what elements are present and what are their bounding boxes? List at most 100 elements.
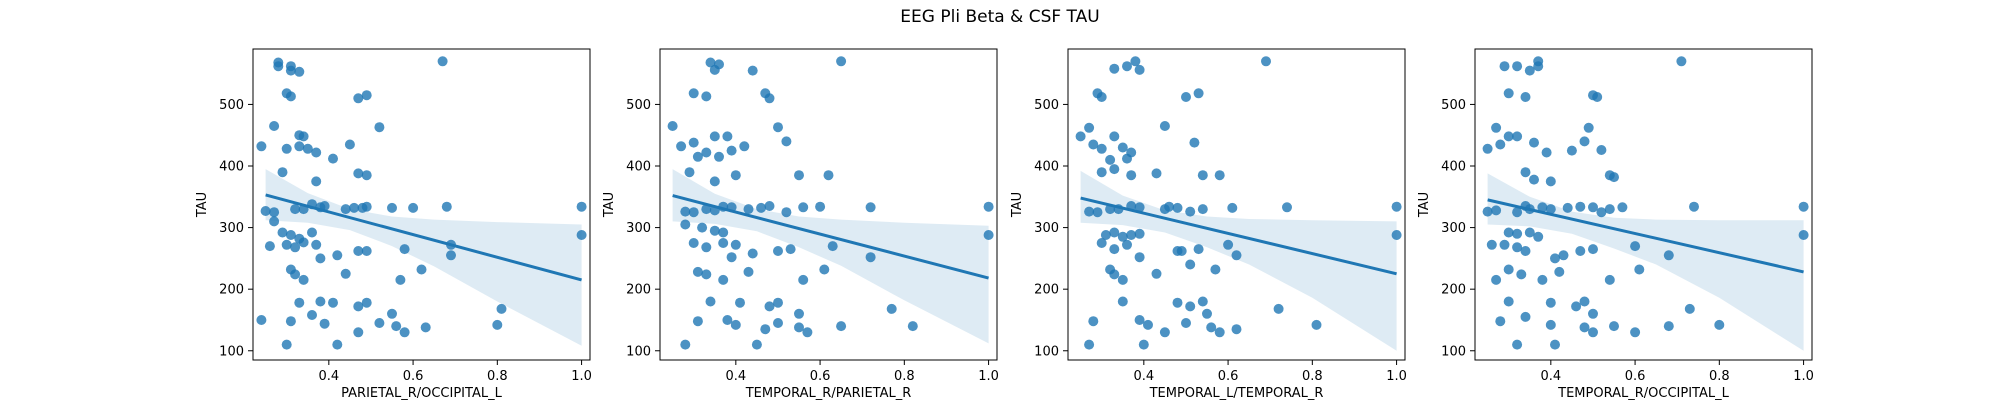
data-point-75 [1630, 327, 1641, 338]
data-point-25 [823, 170, 834, 181]
data-point-40 [1391, 201, 1402, 212]
data-point-66 [1579, 296, 1590, 307]
data-point-48 [1512, 242, 1523, 253]
x-tick-label: 0.8 [894, 369, 915, 384]
data-point-80 [1550, 339, 1560, 350]
y-tick-label: 500 [1034, 98, 1059, 113]
data-point-70 [1138, 339, 1149, 350]
data-point-68 [361, 297, 372, 308]
data-point-17 [294, 141, 305, 152]
data-point-52 [827, 241, 838, 252]
data-point-29 [701, 204, 712, 215]
data-point-55 [1798, 230, 1809, 240]
x-tick-label: 0.4 [318, 369, 339, 384]
data-point-46 [701, 242, 712, 253]
data-point-61 [819, 264, 830, 275]
data-point-48 [298, 237, 309, 248]
data-point-28 [1491, 205, 1502, 216]
y-tick-label: 200 [219, 283, 244, 298]
data-point-23 [353, 168, 364, 179]
data-point-2 [273, 61, 284, 72]
data-point-28 [1092, 207, 1103, 218]
data-point-44 [1524, 227, 1535, 238]
data-point-19 [1109, 164, 1120, 175]
data-point-12 [374, 122, 385, 133]
data-point-36 [1588, 202, 1598, 213]
x-tick-label: 0.8 [1709, 369, 1730, 384]
data-point-37 [387, 202, 397, 213]
panel-2: 0.4 0.6 0.8 1.0 100 200 300 400 500 TEMPORAL_R/PA… [602, 48, 999, 400]
data-point-62 [1634, 264, 1645, 275]
data-point-26 [1609, 172, 1619, 183]
data-point-14 [701, 147, 712, 158]
data-point-54 [399, 244, 410, 255]
data-point-47 [1122, 239, 1132, 250]
data-point-4 [285, 65, 296, 76]
data-point-32 [1537, 202, 1548, 213]
regression-line [1080, 196, 1397, 276]
data-point-5 [1533, 56, 1544, 67]
data-point-42 [1109, 227, 1120, 238]
data-point-63 [1503, 296, 1514, 307]
data-point-24 [1126, 170, 1137, 181]
data-point-63 [735, 297, 745, 308]
data-point-8 [285, 91, 296, 102]
data-point-14 [281, 143, 292, 154]
data-point-71 [285, 316, 296, 327]
data-point-42 [1503, 227, 1514, 238]
data-point-44 [1126, 230, 1137, 240]
data-point-58 [726, 252, 737, 263]
data-point-50 [773, 246, 783, 256]
data-point-1 [1109, 63, 1120, 74]
data-point-33 [1545, 204, 1556, 215]
data-point-53 [1231, 250, 1242, 261]
data-point-79 [1512, 339, 1523, 350]
data-point-40 [1689, 201, 1699, 212]
data-point-19 [1566, 145, 1577, 156]
data-point-73 [802, 327, 813, 338]
data-point-3 [714, 59, 724, 70]
data-point-50 [1176, 246, 1187, 256]
data-point-53 [361, 246, 372, 256]
plot-frame [252, 48, 591, 361]
data-point-77 [1311, 319, 1322, 330]
data-point-57 [1117, 274, 1128, 285]
data-point-70 [1520, 311, 1531, 322]
data-point-46 [281, 239, 292, 250]
plot-frame [659, 48, 998, 361]
y-tick-label: 500 [219, 98, 244, 113]
data-point-52 [1588, 244, 1598, 255]
regression-line [672, 194, 989, 280]
data-point-51 [785, 244, 796, 255]
data-point-34 [1562, 202, 1573, 213]
y-tick-label: 200 [1441, 283, 1466, 298]
data-point-68 [722, 315, 733, 325]
data-point-20 [739, 141, 750, 152]
data-point-40 [576, 201, 587, 212]
data-point-41 [680, 219, 691, 230]
data-point-20 [328, 153, 338, 164]
data-point-65 [1571, 301, 1582, 312]
data-point-43 [1117, 231, 1128, 242]
data-point-69 [1495, 316, 1506, 327]
data-point-22 [1520, 167, 1531, 178]
data-point-7 [701, 91, 712, 102]
panel-4: 0.4 0.6 0.8 1.0 100 200 300 400 500 TEMPORAL_R/OC… [1417, 48, 1814, 400]
data-point-80 [496, 303, 507, 314]
data-point-5 [1261, 56, 1271, 67]
x-tick-label: 0.4 [1540, 369, 1561, 384]
y-tick-label: 200 [626, 283, 651, 298]
data-point-75 [886, 303, 897, 314]
data-point-34 [756, 202, 767, 213]
data-point-50 [1558, 250, 1569, 261]
x-tick-label: 0.6 [1625, 369, 1646, 384]
data-point-48 [730, 239, 741, 250]
data-point-10 [1592, 92, 1603, 102]
x-tick-label: 1.0 [1793, 369, 1814, 384]
y-tick-label: 300 [219, 221, 244, 236]
data-point-22 [277, 167, 288, 178]
data-point-21 [1151, 168, 1162, 179]
data-point-15 [709, 131, 720, 142]
data-point-76 [907, 321, 918, 332]
